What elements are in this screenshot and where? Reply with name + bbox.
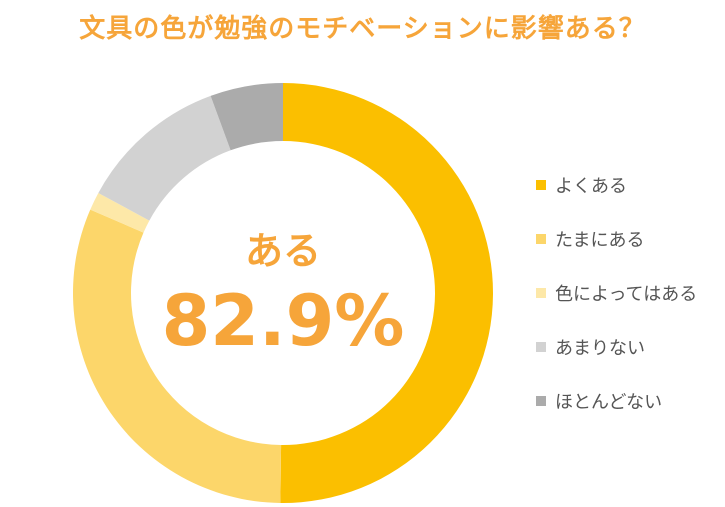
donut-slice-1 [280, 83, 493, 503]
donut-slices [72, 83, 493, 503]
legend-swatch [536, 396, 546, 406]
legend-item: ほとんどない [536, 374, 697, 428]
legend-item: 色によってはある [536, 266, 697, 320]
donut-slice-4 [98, 95, 231, 221]
legend-swatch [536, 288, 546, 298]
center-label: ある [245, 229, 321, 273]
donut-slice-5 [210, 83, 283, 151]
legend-swatch [536, 180, 546, 190]
legend-item: よくある [536, 158, 697, 212]
legend-label: 色によってはある [555, 284, 698, 305]
legend-label: ほとんどない [555, 392, 663, 413]
chart-legend: よくあるたまにある色によってはある あまりないほとんどない [536, 158, 697, 428]
legend-item: たまにある [536, 212, 697, 266]
center-value: 82.9% [162, 280, 405, 362]
legend-label: たまにある [555, 230, 645, 251]
donut-slice-3 [90, 192, 150, 233]
legend-swatch [536, 234, 546, 244]
legend-label: よくある [555, 176, 627, 197]
chart-title: 文具の色が勉強のモチベーションに影響ある？ [79, 14, 646, 44]
legend-label: あまりない [555, 338, 645, 359]
legend-item: あまりない [536, 320, 697, 374]
donut-slice-2 [72, 209, 282, 503]
legend-swatch [536, 342, 546, 352]
